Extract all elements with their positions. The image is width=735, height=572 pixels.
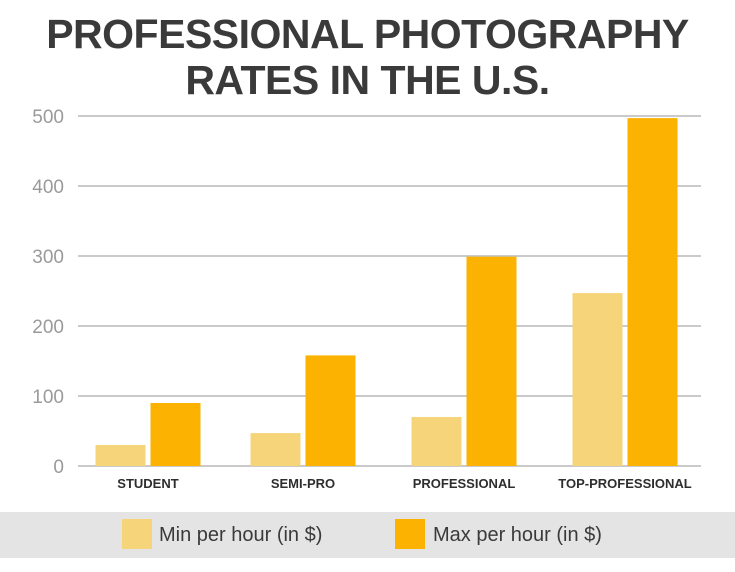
chart-title-line-1: PROFESSIONAL PHOTOGRAPHY	[46, 11, 689, 57]
y-tick-label-500: 500	[32, 107, 64, 128]
legend-swatch-min	[122, 519, 152, 549]
bar-min-semi-pro	[250, 433, 301, 466]
y-tick-label-0: 0	[53, 457, 64, 478]
y-tick-label-300: 300	[32, 247, 64, 268]
legend-label-max: Max per hour (in $)	[433, 524, 602, 546]
bar-chart: 0 100 200 300 400 500 STUDENT SEMI-PRO PROFESSIO…	[32, 107, 701, 491]
y-tick-label-200: 200	[32, 317, 64, 338]
bar-max-top-professional	[627, 118, 678, 466]
legend: Min per hour (in $) Max per hour (in $)	[0, 512, 735, 558]
bar-min-student	[95, 445, 146, 466]
legend-swatch-max	[395, 519, 425, 549]
x-tick-label-semi-pro: SEMI-PRO	[271, 476, 335, 491]
bar-min-top-professional	[572, 293, 623, 466]
bar-max-student	[150, 403, 201, 466]
bar-max-professional	[466, 256, 517, 466]
legend-label-min: Min per hour (in $)	[159, 524, 323, 546]
y-tick-label-400: 400	[32, 177, 64, 198]
y-tick-label-100: 100	[32, 387, 64, 408]
bar-min-professional	[411, 417, 462, 466]
x-tick-label-student: STUDENT	[117, 476, 178, 491]
chart-title-line-2: RATES IN THE U.S.	[185, 57, 550, 103]
x-tick-label-top-professional: TOP-PROFESSIONAL	[558, 476, 691, 491]
x-tick-label-professional: PROFESSIONAL	[413, 476, 516, 491]
bar-max-semi-pro	[305, 355, 356, 466]
